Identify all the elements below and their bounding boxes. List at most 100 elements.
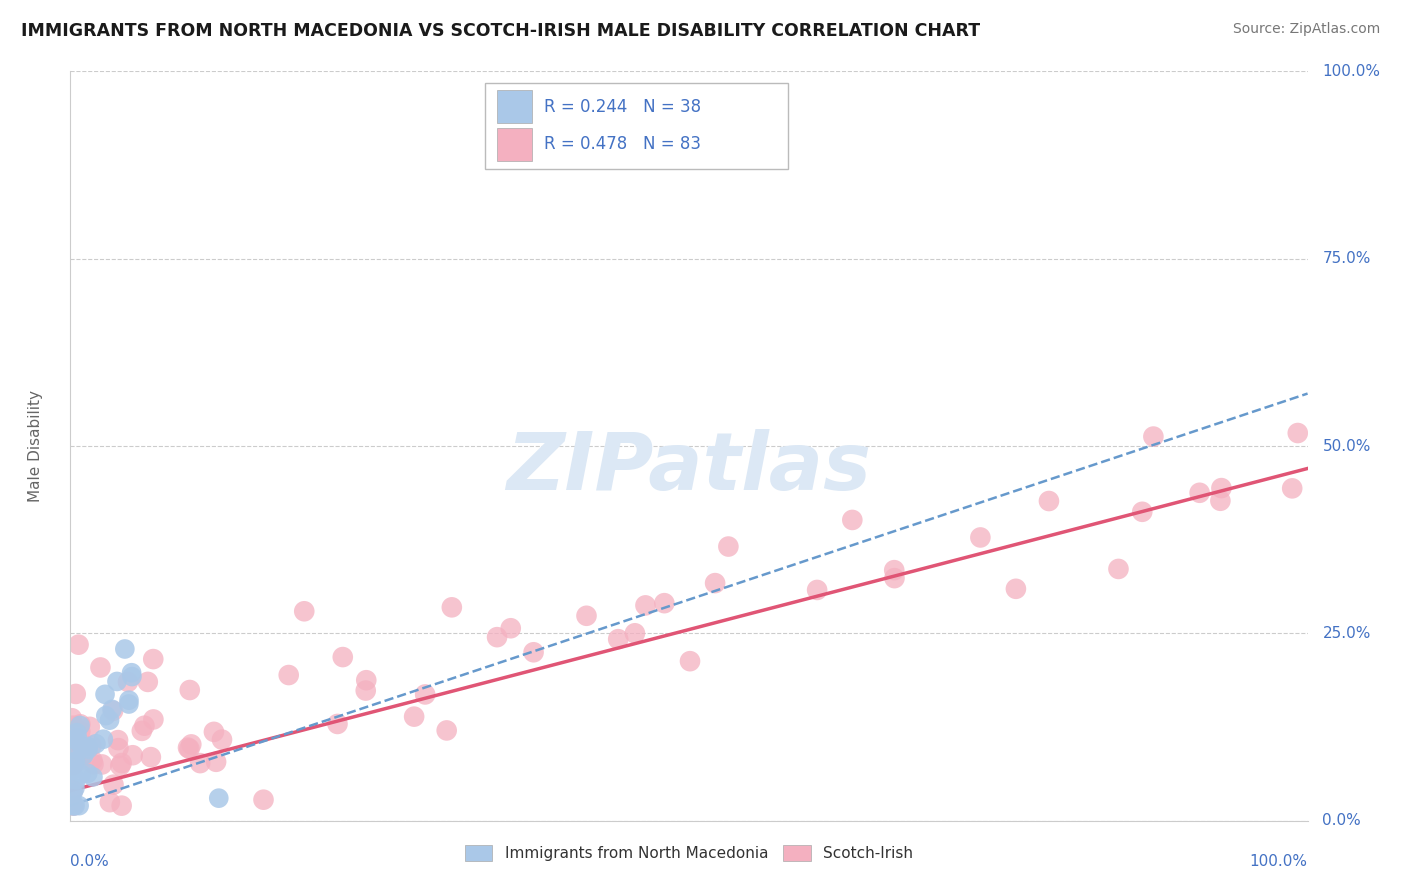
Point [66, 725, 89, 739]
Point [1281, 481, 1303, 495]
Point [82, 754, 104, 768]
Point [62, 786, 84, 800]
Point [62, 783, 84, 797]
Point [326, 717, 349, 731]
Point [60, 798, 83, 813]
Point [208, 791, 231, 805]
Point [136, 674, 159, 689]
Point [67, 798, 90, 813]
Point [67, 638, 90, 652]
Text: 75.0%: 75.0% [1323, 252, 1371, 266]
Point [63, 798, 86, 813]
Point [77, 739, 100, 754]
Point [292, 604, 315, 618]
Point [101, 702, 124, 716]
Point [134, 719, 156, 733]
Text: Source: ZipAtlas.com: Source: ZipAtlas.com [1233, 22, 1381, 37]
Point [94, 708, 117, 723]
Point [1107, 562, 1129, 576]
Point [121, 669, 143, 683]
Point [654, 596, 676, 610]
Point [486, 630, 509, 644]
Point [114, 642, 136, 657]
Point [69, 724, 91, 739]
Point [63, 741, 86, 756]
Point [77, 742, 100, 756]
Point [60, 711, 83, 725]
Point [118, 697, 141, 711]
Point [679, 654, 702, 668]
Point [91, 732, 114, 747]
FancyBboxPatch shape [485, 83, 787, 169]
Point [107, 733, 129, 747]
Point [523, 645, 546, 659]
Text: R = 0.478   N = 83: R = 0.478 N = 83 [544, 135, 702, 153]
Point [131, 723, 153, 738]
Point [63, 751, 86, 765]
Point [65, 755, 87, 769]
Point [139, 750, 162, 764]
Text: 100.0%: 100.0% [1250, 855, 1308, 870]
Point [101, 704, 124, 718]
Point [499, 621, 522, 635]
Point [66, 746, 89, 760]
Point [202, 724, 225, 739]
Point [252, 793, 274, 807]
Point [440, 600, 463, 615]
Point [98, 795, 121, 809]
Text: Male Disability: Male Disability [28, 390, 44, 502]
Point [105, 674, 128, 689]
Point [69, 747, 91, 762]
Point [66, 739, 89, 753]
Point [883, 563, 905, 577]
Text: 0.0%: 0.0% [1323, 814, 1361, 828]
Point [717, 540, 740, 554]
Point [69, 718, 91, 732]
Point [1142, 429, 1164, 443]
Point [62, 756, 84, 770]
Point [111, 756, 134, 770]
Point [180, 738, 202, 752]
Point [62, 758, 84, 772]
Point [841, 513, 863, 527]
Bar [498, 128, 531, 161]
Point [65, 772, 87, 787]
Point [575, 608, 598, 623]
Point [1286, 425, 1309, 440]
Point [60, 763, 83, 777]
Point [205, 755, 228, 769]
Legend: Immigrants from North Macedonia, Scotch-Irish: Immigrants from North Macedonia, Scotch-… [458, 838, 920, 867]
Point [70, 767, 93, 781]
Point [103, 778, 125, 792]
Text: 0.0%: 0.0% [70, 855, 110, 870]
Point [436, 723, 458, 738]
Text: 100.0%: 100.0% [1323, 64, 1381, 78]
Point [89, 660, 111, 674]
Point [83, 757, 105, 772]
Point [79, 720, 101, 734]
Point [624, 626, 647, 640]
Point [66, 731, 89, 745]
Point [883, 571, 905, 585]
Text: 50.0%: 50.0% [1323, 439, 1371, 453]
Point [142, 713, 165, 727]
Text: ZIPatlas: ZIPatlas [506, 429, 872, 508]
Point [76, 766, 98, 780]
Point [107, 741, 129, 756]
Point [179, 683, 201, 698]
Point [62, 734, 84, 748]
Point [65, 687, 87, 701]
Point [65, 732, 87, 747]
Point [413, 688, 436, 702]
Point [277, 668, 299, 682]
Point [98, 713, 121, 727]
Text: 25.0%: 25.0% [1323, 626, 1371, 640]
Point [82, 770, 104, 784]
Point [70, 739, 93, 754]
Point [404, 709, 426, 723]
Point [1209, 493, 1232, 508]
Point [142, 652, 165, 666]
Point [1130, 505, 1153, 519]
Point [63, 798, 86, 813]
Point [121, 748, 143, 763]
